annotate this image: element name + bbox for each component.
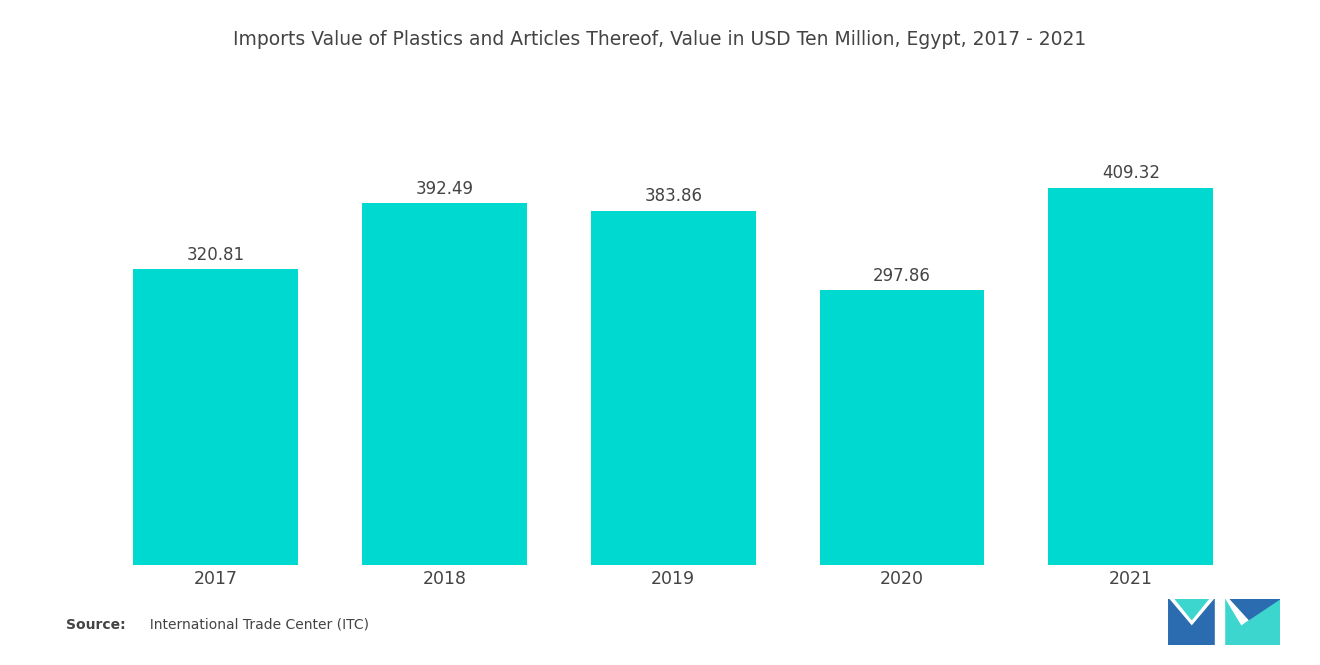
Polygon shape	[1175, 598, 1209, 620]
Text: 383.86: 383.86	[644, 188, 702, 205]
Polygon shape	[1225, 598, 1280, 645]
Bar	[1216, 598, 1225, 645]
Text: Imports Value of Plastics and Articles Thereof, Value in USD Ten Million, Egypt,: Imports Value of Plastics and Articles T…	[234, 30, 1086, 49]
Text: International Trade Center (ITC): International Trade Center (ITC)	[141, 618, 370, 632]
Polygon shape	[1230, 598, 1280, 620]
Bar	[1048, 188, 1213, 565]
Polygon shape	[1168, 598, 1216, 645]
Bar	[591, 211, 755, 565]
Bar	[362, 203, 527, 565]
Text: 297.86: 297.86	[873, 267, 931, 285]
Text: 320.81: 320.81	[186, 245, 244, 263]
Text: 409.32: 409.32	[1102, 164, 1160, 182]
Text: 392.49: 392.49	[416, 180, 474, 198]
Text: Source:: Source:	[66, 618, 125, 632]
Bar	[133, 269, 298, 565]
Bar	[820, 291, 985, 565]
